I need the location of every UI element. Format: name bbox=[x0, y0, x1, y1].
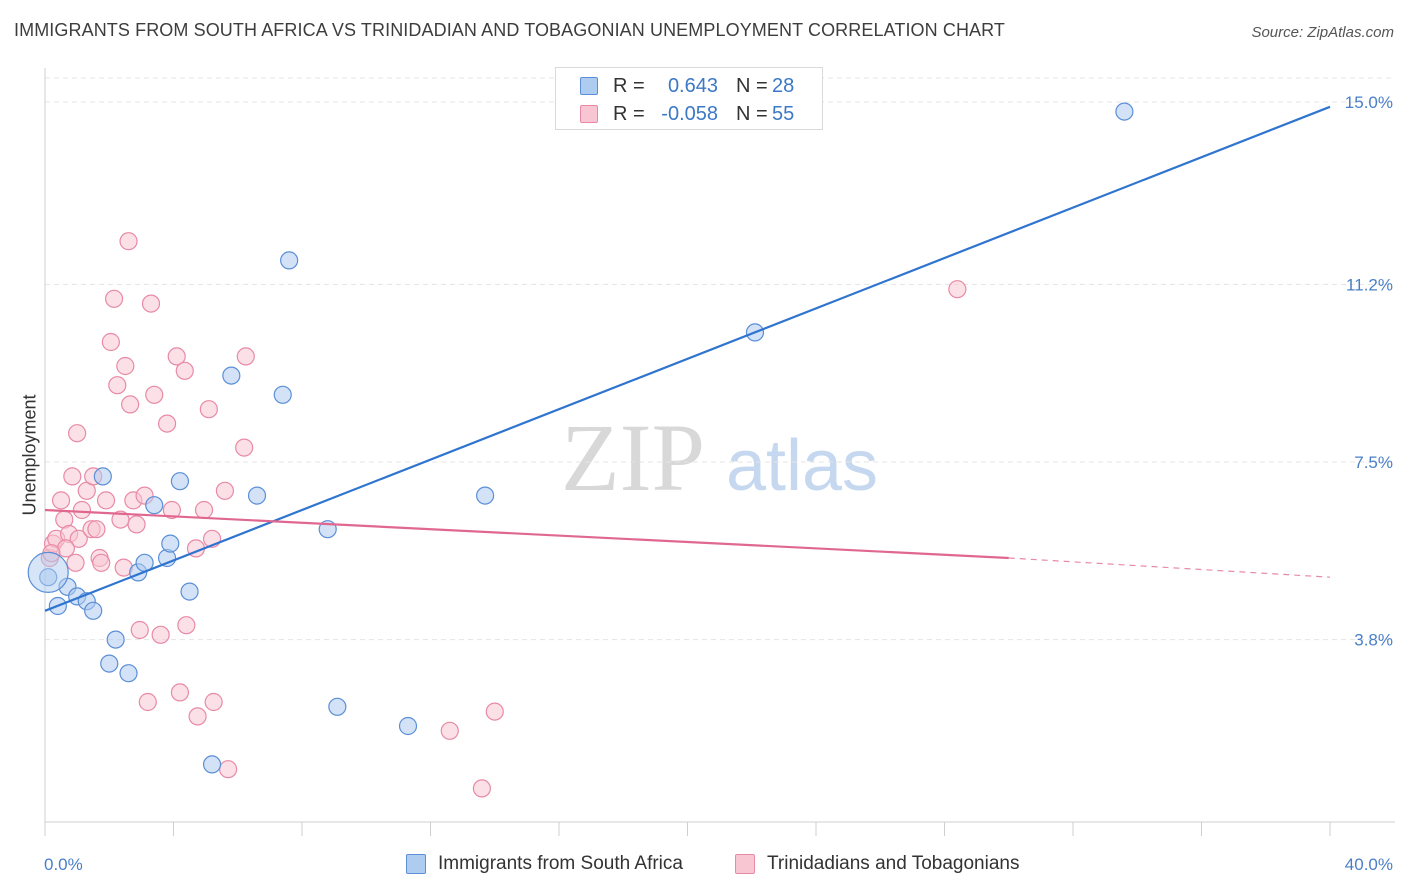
r-label: R = bbox=[613, 103, 645, 125]
trinidad-point bbox=[108, 376, 127, 395]
trinidad-point bbox=[194, 500, 214, 520]
legend-swatch-blue bbox=[406, 854, 426, 874]
watermark-zip: ZIP bbox=[561, 404, 705, 511]
trinidad-point bbox=[188, 707, 207, 726]
correlation-legend: R = 0.643 N = 28 R = -0.058 N = 55 bbox=[555, 67, 823, 130]
series-legend: Immigrants from South Africa Trinidadian… bbox=[0, 852, 1406, 878]
south-africa-trend-line bbox=[44, 105, 1331, 612]
trinidad-point bbox=[175, 361, 194, 380]
south-africa-point bbox=[170, 472, 190, 491]
south-africa-point bbox=[93, 467, 112, 486]
n-label: N = bbox=[736, 103, 768, 125]
trinidad-point bbox=[170, 683, 190, 702]
trinidad-point bbox=[145, 385, 164, 404]
r-value: 0.643 bbox=[667, 75, 718, 97]
trinidad-point bbox=[68, 424, 87, 443]
south-africa-point bbox=[398, 716, 418, 736]
trinidad-point bbox=[235, 438, 254, 457]
south-africa-point bbox=[180, 582, 199, 601]
trinidad-point bbox=[72, 500, 92, 520]
trinidad-trend-extension bbox=[1008, 557, 1331, 578]
south-africa-point bbox=[247, 486, 267, 505]
south-africa-point bbox=[100, 654, 119, 673]
n-value: 55 bbox=[772, 103, 795, 125]
trinidad-point bbox=[177, 616, 196, 635]
south-africa-point bbox=[222, 366, 241, 385]
south-africa-point bbox=[119, 664, 138, 683]
trinidad-point bbox=[51, 491, 71, 510]
legend-swatch-blue bbox=[580, 77, 598, 95]
trinidad-point bbox=[141, 294, 161, 313]
trinidad-point bbox=[69, 529, 88, 548]
south-africa-point bbox=[476, 486, 495, 505]
legend-row-trinidad: R = -0.058 N = 55 bbox=[556, 101, 822, 129]
trinidad-point bbox=[162, 500, 181, 520]
trinidad-trend-line bbox=[44, 508, 1009, 560]
y-axis-title: Unemployment bbox=[19, 394, 40, 516]
trinidad-point bbox=[138, 692, 157, 712]
trinidad-point bbox=[104, 289, 124, 308]
trinidad-point bbox=[151, 625, 170, 644]
trinidad-point bbox=[101, 332, 120, 352]
trinidad-point bbox=[116, 356, 135, 376]
trinidad-point bbox=[127, 515, 146, 534]
south-africa-point bbox=[202, 755, 222, 774]
n-label: N = bbox=[736, 75, 768, 97]
trinidad-point bbox=[121, 395, 140, 414]
trinidad-point bbox=[66, 553, 85, 572]
r-label: R = bbox=[613, 75, 645, 97]
source-label: Source: ZipAtlas.com bbox=[1251, 24, 1394, 41]
trinidad-point bbox=[63, 467, 82, 486]
y-tick-label: 7.5% bbox=[1354, 453, 1393, 472]
legend-label: Immigrants from South Africa bbox=[438, 853, 683, 874]
south-africa-large-point bbox=[27, 551, 69, 594]
trinidad-point bbox=[204, 692, 223, 712]
trinidad-point bbox=[167, 347, 186, 366]
trinidad-point bbox=[485, 702, 504, 721]
trinidad-point bbox=[130, 620, 149, 640]
trinidad-point bbox=[199, 400, 218, 419]
trinidad-point bbox=[236, 347, 255, 366]
n-value: 28 bbox=[772, 75, 795, 97]
x-tick-label-min: 0.0% bbox=[44, 855, 83, 874]
south-africa-point bbox=[84, 601, 103, 620]
trinidad-point bbox=[119, 232, 138, 251]
trinidad-point bbox=[92, 553, 111, 572]
south-africa-point bbox=[273, 385, 292, 404]
legend-swatch-pink bbox=[735, 854, 755, 874]
south-africa-point bbox=[328, 697, 347, 716]
y-tick-label: 11.2% bbox=[1346, 275, 1393, 294]
trinidad-point bbox=[87, 520, 106, 539]
south-africa-point bbox=[106, 630, 125, 649]
chart-title: IMMIGRANTS FROM SOUTH AFRICA VS TRINIDAD… bbox=[14, 20, 1006, 40]
watermark-atlas: atlas bbox=[726, 426, 878, 506]
trinidad-point bbox=[440, 721, 459, 740]
y-tick-label: 15.0% bbox=[1345, 93, 1393, 112]
south-africa-point bbox=[280, 251, 299, 270]
trinidad-point bbox=[219, 760, 238, 779]
trinidad-point bbox=[215, 481, 234, 500]
legend-swatch-pink bbox=[580, 105, 598, 123]
south-africa-point bbox=[161, 534, 180, 553]
y-tick-label: 3.8% bbox=[1354, 631, 1393, 650]
trinidad-point bbox=[472, 779, 491, 798]
trinidad-point bbox=[948, 280, 967, 299]
r-value: -0.058 bbox=[661, 103, 718, 125]
legend-label: Trinidadians and Tobagonians bbox=[767, 853, 1020, 874]
south-africa-point bbox=[145, 496, 164, 515]
legend-row-south-africa: R = 0.643 N = 28 bbox=[556, 73, 822, 101]
x-tick-label-max: 40.0% bbox=[1345, 855, 1393, 874]
south-africa-point bbox=[1115, 102, 1134, 121]
trinidad-point bbox=[96, 491, 116, 510]
trinidad-point bbox=[157, 414, 177, 433]
